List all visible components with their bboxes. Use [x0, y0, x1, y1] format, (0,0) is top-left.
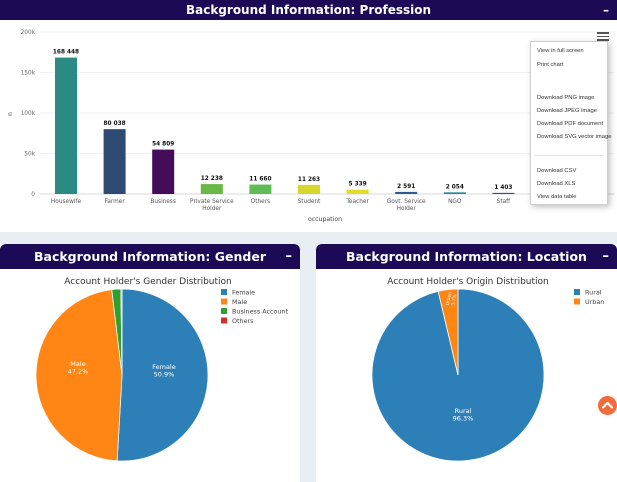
menu-item-download-svg[interactable]: Download SVG vector image: [537, 134, 612, 140]
bar[interactable]: [200, 184, 223, 194]
y-tick-label: 150k: [21, 71, 36, 77]
bar[interactable]: [55, 57, 77, 194]
legend-item[interactable]: Urban: [585, 298, 604, 306]
legend-item[interactable]: Business Account: [232, 308, 289, 316]
bar-value-label: 2 054: [446, 184, 464, 190]
x-tick-label: Teacher: [345, 199, 369, 205]
bar[interactable]: [443, 192, 466, 194]
pie-slice[interactable]: [35, 289, 123, 462]
location-chart-title: Account Holder's Origin Distribution: [387, 277, 549, 287]
pie-slice-label: Rural 96.3%: [453, 407, 474, 423]
legend-swatch: [574, 289, 580, 295]
location-panel: Background Information: Location – Accou…: [316, 244, 617, 482]
menu-item-download-pdf[interactable]: Download PDF document: [537, 121, 604, 127]
x-tick-label: Housewife: [51, 199, 82, 205]
x-axis-label: occupation: [308, 216, 342, 223]
menu-item-view-data-table[interactable]: View data table: [537, 194, 577, 200]
bar-value-label: 80 038: [104, 121, 126, 127]
menu-separator: [535, 155, 603, 156]
menu-item-download-jpeg[interactable]: Download JPEG image: [537, 108, 597, 114]
panel-divider: [300, 244, 316, 482]
bar-value-label: 5 339: [349, 182, 367, 188]
gender-panel: Background Information: Gender – Account…: [0, 244, 300, 482]
pie-slice-label: Male 47.2%: [68, 360, 89, 376]
legend-swatch: [221, 308, 227, 314]
legend-item[interactable]: Others: [232, 317, 254, 325]
menu-item-download-png[interactable]: Download PNG image: [537, 95, 595, 101]
chart-menu-icon[interactable]: [597, 32, 609, 42]
y-tick-label: 50k: [24, 152, 35, 158]
menu-item-download-csv[interactable]: Download CSV: [537, 168, 577, 174]
menu-item-download-xls[interactable]: Download XLS: [537, 181, 576, 187]
gender-pie-chart: Account Holder's Gender Distribution Fem…: [35, 277, 289, 462]
bar[interactable]: [152, 149, 175, 194]
pie-slice[interactable]: [120, 288, 123, 376]
x-tick-label: Business: [150, 199, 176, 205]
y-tick-label: 0: [31, 192, 35, 198]
bar-value-label: 11 263: [298, 177, 320, 183]
profession-panel-title: Background Information: Profession: [185, 3, 432, 17]
legend-item[interactable]: Male: [232, 298, 247, 306]
gender-chart-title: Account Holder's Gender Distribution: [64, 277, 231, 287]
bar-value-label: 12 238: [201, 176, 223, 182]
bar-value-label: 54 809: [152, 142, 174, 148]
location-panel-title: Background Information: Location: [346, 249, 587, 264]
legend-item[interactable]: Rural: [585, 289, 602, 297]
legend-item[interactable]: Female: [232, 289, 255, 297]
gender-collapse-button[interactable]: –: [285, 249, 293, 264]
location-panel-header: Background Information: Location –: [316, 244, 617, 269]
bar[interactable]: [492, 192, 515, 194]
chart-export-menu: View in full screen Print chart Download…: [530, 41, 612, 205]
gender-panel-header: Background Information: Gender –: [0, 244, 300, 269]
profession-panel: Background Information: Profession – 0 50…: [0, 0, 617, 232]
pie-slice[interactable]: [116, 288, 209, 462]
y-tick-label: 100k: [21, 111, 36, 117]
legend-swatch: [221, 298, 227, 305]
pie-slice-label: Female 50.9%: [152, 363, 176, 379]
x-tick-label: Farmer: [104, 199, 125, 205]
x-tick-label: NGO: [448, 199, 462, 205]
bar-value-label: 1 403: [494, 185, 512, 191]
x-tick-label: Private Service Holder: [190, 199, 234, 212]
y-tick-label: 200k: [21, 30, 36, 36]
bar-value-label: 11 660: [249, 177, 271, 183]
legend-swatch: [221, 289, 227, 295]
bar[interactable]: [298, 184, 320, 194]
location-pie-chart: Account Holder's Origin Distribution Rur…: [371, 277, 604, 462]
pie-slice-label: Urban3.7%: [445, 291, 459, 307]
bar[interactable]: [346, 189, 369, 194]
menu-item-print-chart[interactable]: Print chart: [537, 62, 564, 68]
chevron-up-icon: [601, 401, 614, 409]
legend-swatch: [574, 298, 580, 305]
location-collapse-button[interactable]: –: [602, 249, 610, 264]
profession-bar-chart: 0 50k 100k 150k 200k 168 448 80 038 54 809 12 2…: [7, 30, 615, 223]
profession-collapse-button[interactable]: –: [603, 3, 609, 17]
bar[interactable]: [395, 191, 418, 194]
y-axis-label: n: [7, 112, 14, 116]
x-tick-label: Govt. Service Holder: [387, 199, 426, 212]
profession-panel-header: Background Information: Profession –: [0, 0, 617, 20]
x-tick-label: Staff: [497, 199, 512, 205]
bar-value-label: 2 591: [397, 184, 415, 190]
x-tick-label: Student: [298, 199, 322, 205]
pie-slice[interactable]: [437, 288, 459, 376]
menu-item-full-screen[interactable]: View in full screen: [537, 48, 584, 54]
bar[interactable]: [249, 184, 272, 194]
x-tick-label: Others: [251, 199, 270, 205]
scroll-to-top-button[interactable]: [598, 396, 617, 415]
gender-panel-title: Background Information: Gender: [33, 249, 266, 264]
bar-value-label: 168 448: [53, 50, 79, 56]
bar[interactable]: [103, 129, 126, 194]
legend-swatch: [221, 317, 227, 324]
